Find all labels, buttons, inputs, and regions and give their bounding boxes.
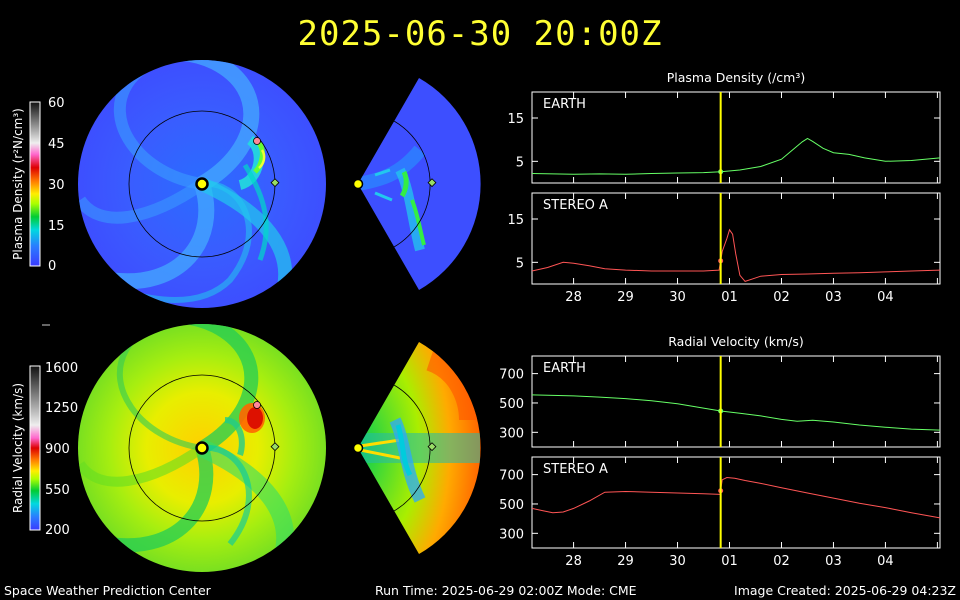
footer-org: Space Weather Prediction Center: [4, 583, 211, 598]
panel-label: EARTH: [543, 97, 586, 112]
velocity-tick: 900: [45, 442, 70, 457]
plot-frame: [531, 91, 941, 184]
x-tick-label: 04: [877, 554, 894, 569]
y-tick-label: 15: [507, 213, 524, 228]
density-tick: 60: [48, 96, 65, 111]
density-tick: 15: [48, 219, 65, 234]
panel-label: STEREO A: [543, 462, 608, 477]
chart-title: Plasma Density (/cm³): [667, 70, 806, 85]
density-tick: 45: [48, 137, 65, 152]
time-series-plots: Plasma Density (/cm³) EARTH 5 15 STEREO A 5 15…: [499, 70, 941, 569]
velocity-tick: 200: [45, 523, 70, 538]
y-tick-label: 300: [499, 426, 524, 441]
velocity-meridional-map: [358, 342, 481, 554]
x-tick-label: 03: [825, 290, 842, 305]
x-tick-label: 28: [565, 554, 582, 569]
y-tick-label: 5: [516, 256, 524, 271]
density-colorbar-label: Plasma Density (r²N/cm³): [11, 108, 25, 260]
series-line: [531, 394, 941, 431]
x-tick-label: 28: [565, 290, 582, 305]
density-tick: 30: [48, 178, 65, 193]
stereo-a-marker: [253, 137, 261, 409]
y-tick-label: 500: [499, 498, 524, 513]
x-tick-label: 03: [825, 554, 842, 569]
series-line: [531, 476, 941, 519]
y-tick-label: 500: [499, 397, 524, 412]
y-tick-label: 700: [499, 368, 524, 383]
series-line: [531, 137, 941, 175]
velocity-colorbar-label: Radial Velocity (km/s): [11, 383, 25, 513]
y-tick-label: 700: [499, 469, 524, 484]
y-tick-label: 300: [499, 527, 524, 542]
x-tick-label: 30: [669, 290, 686, 305]
density-tick: 0: [48, 259, 56, 274]
x-tick-label: 02: [773, 290, 790, 305]
velocity-colorbar: Radial Velocity (km/s) 1600 1250 900 550…: [11, 361, 78, 538]
footer-image-created: Image Created: 2025-06-29 04:23Z: [734, 583, 956, 598]
velocity-tick: 1250: [45, 401, 78, 416]
x-tick-label: 29: [617, 554, 634, 569]
y-tick-label: 15: [507, 112, 524, 127]
velocity-tick: 550: [45, 483, 70, 498]
plot-frame: [531, 192, 941, 285]
earth-marker: [270, 178, 437, 452]
x-tick-label: 04: [877, 290, 894, 305]
density-meridional-map: [358, 78, 481, 290]
sun-marker: [195, 177, 364, 455]
velocity-tick: 1600: [45, 361, 78, 376]
x-tick-label: 29: [617, 290, 634, 305]
series-line: [531, 228, 941, 282]
panel-label: EARTH: [543, 361, 586, 376]
x-tick-label: 02: [773, 554, 790, 569]
x-tick-label: 01: [721, 554, 738, 569]
plot-frame: [531, 355, 941, 448]
x-tick-label: 01: [721, 290, 738, 305]
footer-run-info: Run Time: 2025-06-29 02:00Z Mode: CME: [375, 583, 637, 598]
plot-frame: [531, 456, 941, 549]
timestamp-title: 2025-06-30 20:00Z: [297, 14, 663, 54]
x-tick-label: 30: [669, 554, 686, 569]
y-tick-label: 5: [516, 155, 524, 170]
chart-title: Radial Velocity (km/s): [668, 334, 804, 349]
density-colorbar: Plasma Density (r²N/cm³) 60 45 30 15 0: [11, 96, 65, 274]
panel-label: STEREO A: [543, 198, 608, 213]
